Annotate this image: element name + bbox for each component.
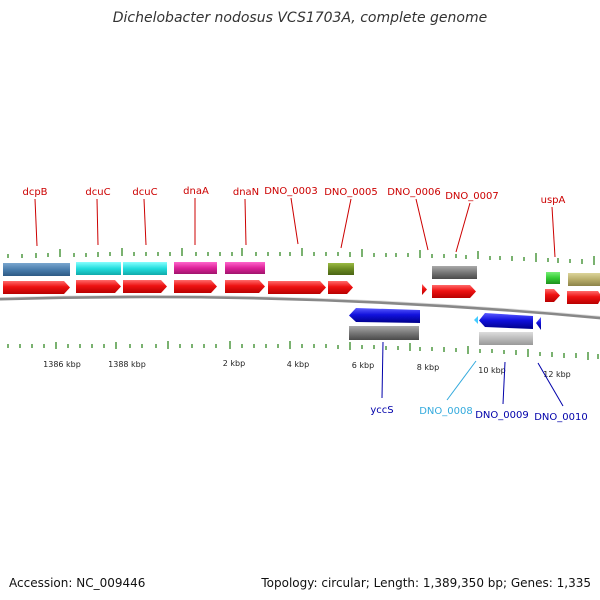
gene-box-dcuC-1[interactable] (76, 262, 121, 275)
cds-arrow-DNO_0010[interactable] (536, 317, 541, 330)
cds-arrow-DNO_0006[interactable] (422, 284, 427, 295)
gene-box-DNO_0007[interactable] (432, 266, 477, 279)
gene-box-dcuC-2[interactable] (123, 262, 167, 275)
accession-text: Accession: NC_009446 (9, 576, 146, 590)
cds-arrow-dnaA[interactable] (174, 280, 217, 293)
gene-box-yccS[interactable] (349, 326, 419, 340)
gene-label-DNO_0005[interactable]: DNO_0005 (324, 187, 378, 198)
cds-arrow-uspA[interactable] (545, 289, 560, 302)
cds-arrow-DNO_0009[interactable] (479, 313, 533, 329)
gene-label-DNO_0008[interactable]: DNO_0008 (419, 406, 473, 417)
scale-labels: 1386 kbp 1388 kbp 2 kbp 4 kbp 6 kbp 8 kb… (43, 359, 571, 379)
bottom-feature-row (349, 308, 541, 345)
scale-label-1388: 1388 kbp (108, 360, 146, 369)
gene-label-DNO_0010[interactable]: DNO_0010 (534, 412, 588, 423)
outer-tick-row (7, 248, 595, 265)
top-leader-lines (34, 197, 556, 258)
gene-box-dnaN[interactable] (225, 262, 265, 274)
cds-arrow-khaki[interactable] (567, 291, 600, 304)
cds-arrow-dnaN[interactable] (225, 280, 265, 293)
gene-label-uspA[interactable]: uspA (541, 195, 566, 206)
backbone-highlight (0, 294, 600, 317)
gene-label-DNO_0009[interactable]: DNO_0009 (475, 410, 529, 421)
scale-label-1386: 1386 kbp (43, 360, 81, 369)
gene-label-yccS[interactable]: yccS (370, 405, 393, 416)
scale-label-12: 12 kbp (543, 370, 571, 379)
inner-tick-row (7, 341, 599, 360)
cds-arrow-dcuC-1[interactable] (76, 280, 121, 293)
cds-arrow-dcpB[interactable] (3, 281, 70, 294)
bottom-gene-labels: yccS DNO_0008 DNO_0009 DNO_0010 (370, 405, 587, 423)
scale-label-8: 8 kbp (417, 363, 439, 372)
top-feature-row (3, 262, 600, 286)
gene-box-dnaA[interactable] (174, 262, 217, 274)
gene-box-DNO_0005[interactable] (328, 263, 354, 275)
gene-box-dcpB[interactable] (3, 263, 70, 276)
cds-arrow-DNO_0003[interactable] (268, 281, 326, 294)
gene-label-DNO_0003[interactable]: DNO_0003 (264, 186, 318, 197)
gene-label-dcuC-2[interactable]: dcuC (132, 187, 157, 198)
gene-label-DNO_0006[interactable]: DNO_0006 (387, 187, 441, 198)
gene-label-DNO_0007[interactable]: DNO_0007 (445, 191, 499, 202)
bottom-leader-lines (381, 341, 564, 407)
scale-label-10: 10 kbp (478, 366, 506, 375)
genome-backbone (0, 295, 600, 320)
gene-label-dcuC-1[interactable]: dcuC (85, 187, 110, 198)
cds-arrow-DNO_0005[interactable] (328, 281, 353, 294)
gene-label-dnaN[interactable]: dnaN (233, 187, 259, 198)
top-cds-row (3, 280, 600, 304)
scale-label-2: 2 kbp (223, 359, 245, 368)
cds-arrow-DNO_0007[interactable] (432, 285, 476, 298)
cds-arrow-dcuC-2[interactable] (123, 280, 167, 293)
cds-arrow-DNO_0008[interactable] (474, 316, 478, 324)
cds-arrow-yccS[interactable] (349, 308, 420, 323)
gene-label-dnaA[interactable]: dnaA (183, 186, 209, 197)
scale-label-6: 6 kbp (352, 361, 374, 370)
map-title: Dichelobacter nodosus VCS1703A, complete… (113, 10, 487, 26)
gene-box-DNO_0009[interactable] (479, 332, 533, 345)
scale-label-4: 4 kbp (287, 360, 309, 369)
genome-summary-text: Topology: circular; Length: 1,389,350 bp… (261, 576, 591, 590)
gene-box-uspA[interactable] (546, 272, 560, 284)
gene-box-unlabeled-khaki[interactable] (568, 273, 600, 286)
gene-label-dcpB[interactable]: dcpB (22, 187, 47, 198)
top-gene-labels: dcpB dcuC dcuC dnaA dnaN DNO_0003 DNO_00… (22, 186, 565, 206)
